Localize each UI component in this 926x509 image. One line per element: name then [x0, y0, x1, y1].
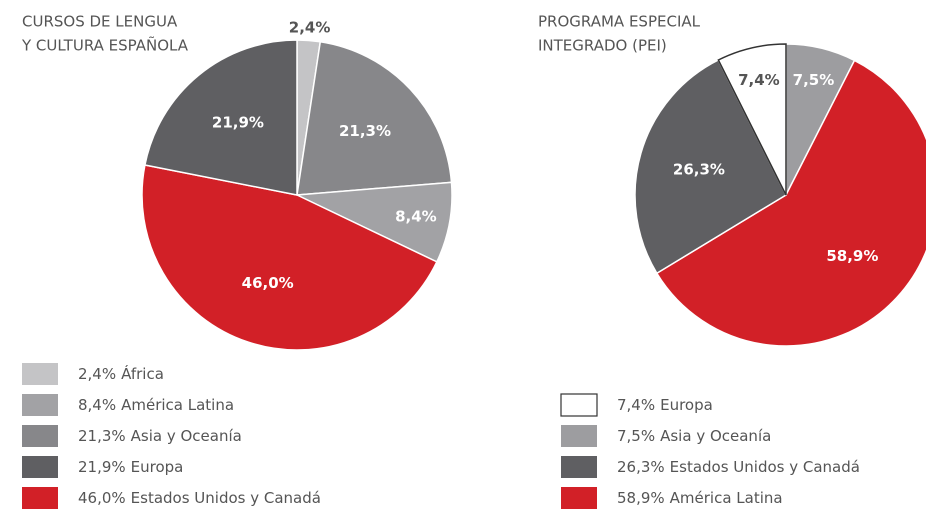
legend-swatch — [22, 425, 58, 447]
chart-title: INTEGRADO (PEI) — [538, 37, 667, 55]
legend-category: Asia y Oceanía — [131, 427, 242, 445]
legend-category: América Latina — [670, 489, 783, 507]
chart-title: CURSOS DE LENGUA — [22, 13, 178, 31]
data-label: 21,3% — [339, 122, 391, 140]
legend-swatch — [560, 393, 598, 417]
data-label: 2,4% — [289, 19, 331, 37]
legend-category: Estados Unidos y Canadá — [131, 489, 321, 507]
pie-slice — [655, 59, 926, 347]
legend-value: 26,3% — [617, 458, 665, 476]
legend-value: 2,4% — [78, 365, 116, 383]
legend-swatch — [22, 394, 58, 416]
legend-entry: 2,4% África — [78, 364, 164, 383]
pie-slice — [717, 43, 787, 196]
legend-entry: 7,5% Asia y Oceanía — [617, 427, 771, 445]
legend-category: Europa — [131, 458, 184, 476]
legend-entry: 58,9% América Latina — [617, 489, 783, 507]
data-label: 58,9% — [826, 247, 878, 265]
legend-category: Europa — [660, 396, 713, 414]
legend-swatch — [22, 487, 58, 509]
data-label: 46,0% — [242, 274, 294, 292]
data-label: 8,4% — [395, 207, 437, 225]
legend-entry: 8,4% América Latina — [78, 396, 234, 414]
data-label: 7,5% — [793, 71, 835, 89]
legend-value: 58,9% — [617, 489, 665, 507]
legend-category: Estados Unidos y Canadá — [670, 458, 860, 476]
pie-slice — [296, 40, 453, 196]
legend-category: África — [121, 364, 164, 383]
data-label: 21,9% — [212, 114, 264, 132]
legend-entry: 21,9% Europa — [78, 458, 183, 476]
legend-entry: 21,3% Asia y Oceanía — [78, 427, 242, 445]
legend-value: 46,0% — [78, 489, 126, 507]
legend-swatch — [561, 487, 597, 509]
legend-swatch — [22, 363, 58, 385]
legend-swatch — [561, 425, 597, 447]
legend-value: 21,3% — [78, 427, 126, 445]
legend-category: América Latina — [121, 396, 234, 414]
pie-slice — [144, 39, 298, 196]
legend-value: 7,4% — [617, 396, 655, 414]
chart-title: Y CULTURA ESPAÑOLA — [21, 36, 189, 55]
legend-swatch — [561, 456, 597, 478]
pie-slice — [634, 58, 787, 275]
chart-title: PROGRAMA ESPECIAL — [538, 13, 701, 31]
data-label: 26,3% — [673, 160, 725, 178]
legend-entry: 7,4% Europa — [617, 396, 713, 414]
legend-value: 8,4% — [78, 396, 116, 414]
pie-slice — [141, 164, 438, 351]
legend-value: 21,9% — [78, 458, 126, 476]
legend-entry: 26,3% Estados Unidos y Canadá — [617, 458, 860, 476]
legend-category: Asia y Oceanía — [660, 427, 771, 445]
legend-value: 7,5% — [617, 427, 655, 445]
legend-entry: 46,0% Estados Unidos y Canadá — [78, 489, 321, 507]
data-label: 7,4% — [738, 71, 780, 89]
legend-swatch — [22, 456, 58, 478]
